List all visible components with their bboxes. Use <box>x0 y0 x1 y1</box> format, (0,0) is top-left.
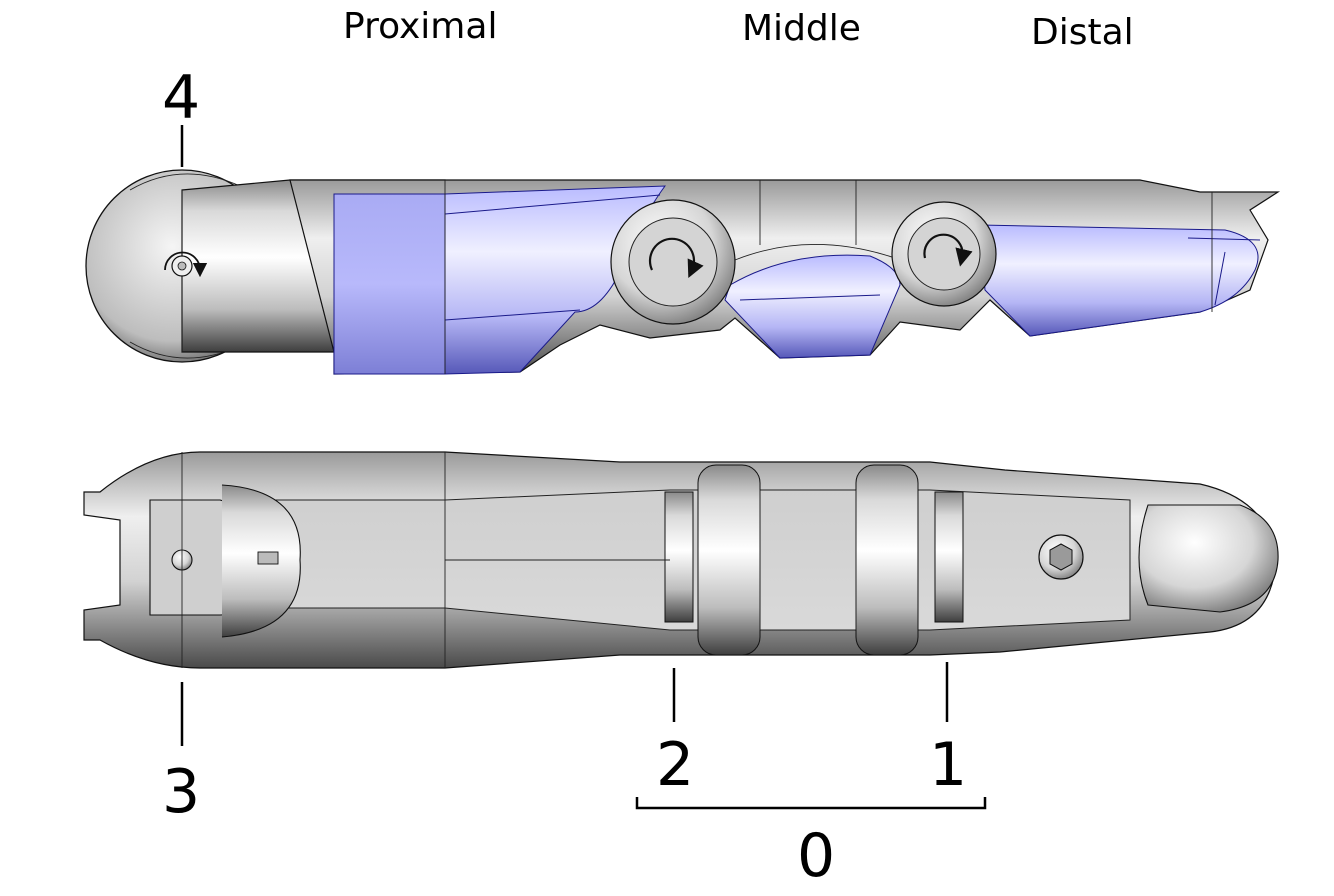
label-distal: Distal <box>1031 12 1134 53</box>
rotation-arrow-icon <box>648 237 704 279</box>
distal-nail <box>1138 504 1279 613</box>
proximal-blue-band <box>333 193 446 375</box>
callout-1: 1 <box>929 730 967 800</box>
rotation-arrow-icon <box>923 233 973 267</box>
label-proximal: Proximal <box>343 6 497 47</box>
distal-blue-panel <box>979 224 1259 337</box>
callout-2: 2 <box>656 730 694 800</box>
bracket <box>635 797 987 810</box>
callout-0: 0 <box>797 821 835 891</box>
top-side-view <box>85 169 1281 375</box>
label-middle: Middle <box>742 8 861 49</box>
callout-3: 3 <box>162 757 200 827</box>
rotation-arrow-icon <box>164 251 208 278</box>
bottom-top-view <box>83 451 1279 669</box>
middle-blue-panel <box>724 254 901 359</box>
callout-4: 4 <box>162 63 200 133</box>
